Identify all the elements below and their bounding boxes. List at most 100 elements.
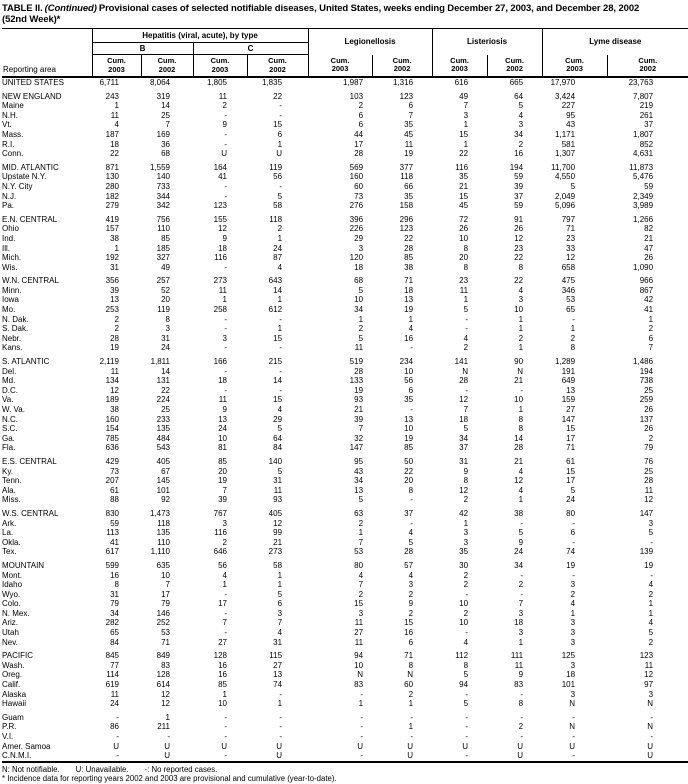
cell-value: -: [410, 343, 414, 353]
cell-value: 12: [110, 385, 119, 395]
table-row: P.R. 86 211 - - - 1 - 2 N N: [2, 722, 688, 732]
row-area-label: Upstate N.Y.: [2, 172, 47, 182]
cell-value: 233: [156, 414, 170, 424]
cell-value: 77: [110, 660, 119, 670]
cell-value: 18: [218, 243, 227, 253]
cell-value: -: [224, 589, 227, 599]
cell-value: -: [520, 570, 524, 580]
cell-value: 4: [114, 120, 119, 130]
table-row: Wash. 77 83 16 27 10 8 8 11 3 11: [2, 661, 688, 671]
row-area-label: S. ATLANTIC: [2, 357, 50, 367]
cell-value: 94: [354, 651, 364, 661]
cell-value: 34: [110, 608, 119, 618]
cell-value: 396: [349, 214, 364, 224]
cell-value: 24: [566, 495, 576, 505]
cell-value: 15: [459, 129, 469, 139]
cell-value: 147: [639, 508, 654, 518]
cell-value: 4: [518, 466, 524, 476]
cell-value: 16: [514, 149, 524, 159]
table-row: Mo. 253 119 258 612 34 19 5 10 65 41: [2, 305, 688, 315]
cell-value: 2: [408, 689, 414, 699]
row-area-label: Vt.: [2, 120, 12, 130]
cell-value: 4: [518, 485, 524, 495]
cell-value: 39: [110, 285, 119, 295]
cell-value: 33: [566, 243, 576, 253]
table-row: Iowa 13 20 1 1 10 13 1 3 53 42: [2, 295, 688, 305]
row-area-label: Md.: [2, 376, 16, 386]
row-area-label: Utah: [2, 628, 19, 638]
cell-value: 114: [106, 670, 119, 680]
cell-value: 1: [408, 699, 414, 709]
cell-value: -: [432, 751, 488, 763]
row-area-label: Miss.: [2, 495, 21, 505]
cell-value: 4: [570, 599, 576, 609]
cell-value: 23,763: [628, 78, 654, 87]
cell-value: 2: [114, 314, 119, 324]
row-area-label: Pa.: [2, 201, 15, 211]
cell-value: -: [224, 366, 227, 376]
cell-value: -: [279, 712, 283, 722]
cell-value: -: [224, 712, 227, 722]
cell-value: 115: [269, 651, 283, 661]
cell-value: 90: [514, 357, 524, 367]
cell-value: 58: [273, 201, 283, 211]
cell-value: -: [410, 712, 414, 722]
cell-value: 35: [404, 120, 414, 130]
cell-value: 20: [404, 476, 414, 486]
cell-value: 60: [404, 680, 414, 690]
cell-value: N: [569, 722, 576, 732]
cell-value: 5: [277, 191, 283, 201]
cell-value: 59: [514, 201, 524, 211]
cell-value: 39: [218, 495, 227, 505]
cell-value: 71: [566, 443, 576, 453]
cell-value: 258: [213, 305, 227, 315]
row-area-label: Mass.: [2, 129, 24, 139]
cell-value: 110: [157, 537, 170, 547]
row-area-label: Okla.: [2, 537, 21, 547]
cell-value: 56: [218, 560, 227, 570]
cell-value: 56: [404, 376, 414, 386]
cell-value: U: [221, 149, 227, 159]
cell-value: 3: [570, 618, 576, 628]
legionellosis-group-header: Legionellosis: [307, 28, 433, 55]
cell-value: 1,289: [555, 357, 576, 367]
cell-value: 185: [156, 243, 170, 253]
table-row: Utah 65 53 - 4 27 16 - 3 3 5: [2, 628, 688, 638]
cell-value: 25: [644, 385, 654, 395]
cell-value: 2: [518, 580, 524, 590]
cell-value: 1: [648, 599, 654, 609]
table-title-text: Provisional cases of selected notifiable…: [98, 3, 640, 14]
cell-value: -: [224, 191, 227, 201]
cell-value: 3: [648, 518, 654, 528]
table-row: Ala. 61 101 7 11 13 8 12 4 5 11: [2, 486, 688, 496]
cell-value: 41: [110, 537, 119, 547]
cell-value: 296: [399, 214, 414, 224]
cell-value: -: [465, 732, 469, 741]
cell-value: 10: [514, 395, 524, 405]
cell-value: 38: [404, 262, 414, 272]
cell-value: 34: [514, 560, 524, 570]
cell-value: 14: [273, 376, 283, 386]
cell-value: 405: [156, 456, 170, 466]
cell-value: 128: [156, 670, 170, 680]
cell-value: 61: [566, 456, 576, 466]
cell-value: 45: [404, 129, 414, 139]
cell-value: -: [572, 314, 576, 324]
reporting-area-header: Reporting area: [2, 28, 92, 78]
cell-value: 18: [566, 670, 576, 680]
cell-value: 484: [156, 433, 170, 443]
cell-value: 85: [218, 456, 227, 466]
cell-value: 219: [639, 101, 654, 111]
cell-value: 24: [161, 343, 170, 353]
table-row: Calif. 619 614 85 74 83 60 94 83 101 97: [2, 680, 688, 690]
cell-value: 3: [463, 110, 469, 120]
cell-value: N: [407, 670, 414, 680]
cell-value: 134: [105, 376, 119, 386]
cell-value: -: [410, 495, 414, 505]
cell-value: 6: [648, 333, 654, 343]
row-area-label: Calif.: [2, 680, 21, 690]
cell-value: 28: [514, 443, 524, 453]
cell-value: 103: [349, 91, 364, 101]
cell-value: U: [276, 149, 283, 159]
cell-value: 42: [459, 508, 469, 518]
